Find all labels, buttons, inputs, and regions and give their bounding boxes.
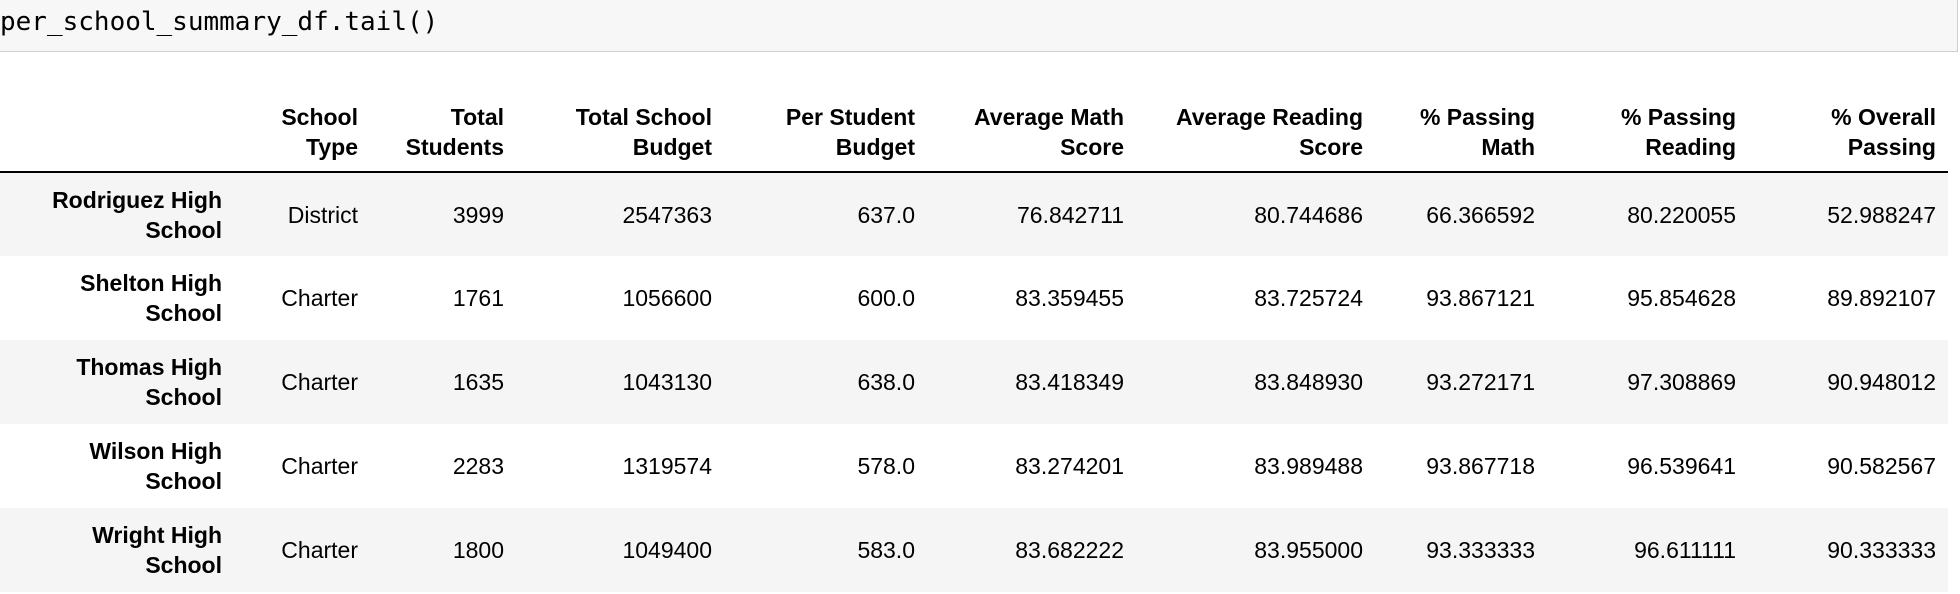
row-index: Wilson High School	[89, 438, 222, 494]
column-header: % Passing Math	[1375, 96, 1547, 173]
table-cell: 93.272171	[1426, 369, 1535, 395]
column-header: School Type	[234, 96, 370, 173]
row-index: Rodriguez High School	[52, 186, 222, 243]
table-cell: Charter	[281, 537, 358, 563]
cell-output: School Type Total Students Total School …	[0, 96, 1948, 592]
table-cell: 97.308869	[1627, 369, 1736, 395]
table-cell: 578.0	[857, 453, 915, 479]
table-cell: 80.744686	[1254, 201, 1363, 228]
row-index: Shelton High School	[80, 270, 222, 326]
row-index: Thomas High School	[76, 354, 222, 410]
table-cell: District	[287, 201, 358, 228]
table-cell: Charter	[281, 369, 358, 395]
table-row: Thomas High School Charter 1635 1043130 …	[0, 340, 1948, 424]
table-cell: 93.867718	[1426, 453, 1535, 479]
column-header: Per Student Budget	[724, 96, 927, 173]
table-cell: 76.842711	[1016, 201, 1124, 228]
table-cell: 2283	[452, 453, 504, 479]
table-cell: 1056600	[622, 285, 712, 311]
table-cell: 90.333333	[1827, 537, 1936, 563]
table-row: Wright High School Charter 1800 1049400 …	[0, 508, 1948, 592]
code-cell-input[interactable]: per_school_summary_df.tail()	[0, 0, 1958, 52]
column-header: % Passing Reading	[1547, 96, 1748, 173]
table-cell: 83.725724	[1254, 285, 1363, 311]
table-cell: 1319574	[622, 453, 712, 479]
table-cell: 66.366592	[1426, 201, 1535, 228]
table-cell: Charter	[281, 453, 358, 479]
table-cell: 93.333333	[1426, 537, 1535, 563]
table-cell: 637.0	[857, 201, 915, 228]
table-cell: 3999	[452, 201, 504, 228]
row-index: Wright High School	[92, 522, 222, 578]
table-cell: 95.854628	[1627, 285, 1736, 311]
table-row: Rodriguez High School District 3999 2547…	[0, 172, 1948, 256]
table-cell: 1049400	[622, 537, 712, 563]
table-cell: 83.418349	[1015, 369, 1124, 395]
table-cell: 83.989488	[1254, 453, 1363, 479]
table-cell: 1800	[452, 537, 504, 563]
table-row: Shelton High School Charter 1761 1056600…	[0, 256, 1948, 340]
code-text[interactable]: per_school_summary_df.tail()	[0, 7, 439, 37]
table-row: Wilson High School Charter 2283 1319574 …	[0, 424, 1948, 508]
table-cell: 83.955000	[1254, 537, 1363, 563]
header-row: School Type Total Students Total School …	[0, 96, 1948, 173]
table-cell: 83.274201	[1015, 453, 1124, 479]
table-cell: 1761	[452, 285, 504, 311]
table-cell: 1043130	[622, 369, 712, 395]
table-cell: 638.0	[857, 369, 915, 395]
table-cell: Charter	[281, 285, 358, 311]
table-cell: 90.948012	[1827, 369, 1936, 395]
column-header: Average Math Score	[927, 96, 1136, 173]
table-cell: 90.582567	[1827, 453, 1936, 479]
column-header: Total Students	[370, 96, 516, 173]
table-cell: 96.539641	[1627, 453, 1736, 479]
table-cell: 89.892107	[1827, 285, 1936, 311]
table-cell: 80.220055	[1627, 201, 1736, 228]
column-header: Total School Budget	[516, 96, 724, 173]
table-cell: 93.867121	[1426, 285, 1535, 311]
table-cell: 83.359455	[1015, 285, 1124, 311]
dataframe-table: School Type Total Students Total School …	[0, 96, 1948, 592]
table-body: Rodriguez High School District 3999 2547…	[0, 172, 1948, 592]
index-header	[0, 96, 234, 173]
table-cell: 1635	[452, 369, 504, 395]
table-header: School Type Total Students Total School …	[0, 96, 1948, 173]
table-cell: 583.0	[857, 537, 915, 563]
column-header: Average Reading Score	[1136, 96, 1375, 173]
table-cell: 52.988247	[1827, 201, 1936, 228]
column-header: % Overall Passing	[1748, 96, 1948, 173]
table-cell: 83.682222	[1015, 537, 1124, 563]
table-cell: 83.848930	[1254, 369, 1363, 395]
table-cell: 600.0	[857, 285, 915, 311]
table-cell: 96.611111	[1634, 537, 1736, 563]
table-cell: 2547363	[622, 201, 712, 228]
